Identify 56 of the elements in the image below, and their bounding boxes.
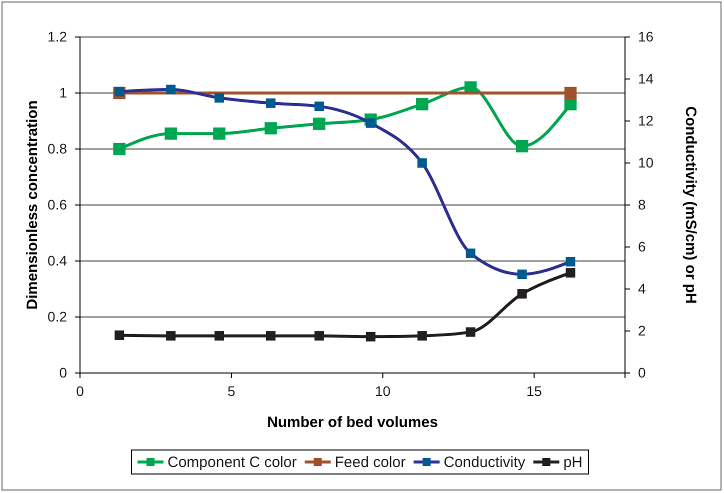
- point: [466, 327, 476, 337]
- point: [366, 118, 376, 128]
- x-tick-label: 10: [374, 382, 391, 399]
- point: [566, 256, 576, 266]
- legend-label: Conductivity: [444, 454, 526, 471]
- point: [264, 122, 277, 134]
- point: [566, 268, 576, 278]
- point: [114, 330, 124, 340]
- y-tick-label: 1.2: [48, 28, 68, 44]
- point: [564, 98, 577, 110]
- y-tick-label: 0.2: [48, 308, 68, 324]
- point: [466, 248, 476, 258]
- point: [113, 142, 126, 156]
- x-tick-label: 5: [227, 382, 236, 399]
- point: [366, 332, 376, 342]
- point: [416, 98, 428, 110]
- point: [266, 98, 276, 108]
- point: [313, 118, 326, 130]
- point: [517, 289, 527, 299]
- y2-tick-label: 14: [638, 70, 654, 86]
- point: [166, 331, 176, 341]
- point: [166, 84, 176, 94]
- point: [564, 86, 577, 100]
- y2-axis-title: Conductivity (mS/cm) or pH: [682, 106, 699, 304]
- y2-tick-label: 8: [638, 196, 646, 212]
- y2-tick-label: 2: [638, 322, 646, 338]
- point: [417, 331, 427, 341]
- point: [114, 86, 124, 96]
- y-axis-title: Dimensionless concentration: [24, 100, 41, 310]
- point: [213, 127, 226, 140]
- y2-tick-label: 16: [638, 28, 654, 44]
- point: [417, 158, 427, 168]
- x-axis-title: Number of bed volumes: [267, 414, 438, 431]
- point: [266, 331, 276, 341]
- y-tick-label: 0.8: [48, 140, 68, 156]
- y-tick-label: 0: [59, 364, 68, 380]
- point: [214, 93, 224, 103]
- legend-label: Component C color: [168, 454, 297, 471]
- y-tick-label: 1: [59, 84, 68, 100]
- y2-tick-label: 10: [638, 154, 654, 170]
- y2-tick-label: 6: [638, 238, 646, 254]
- legend-label: pH: [563, 454, 582, 471]
- point: [164, 127, 177, 140]
- legend-label: Feed color: [334, 454, 406, 471]
- point: [314, 331, 324, 341]
- point: [214, 331, 224, 341]
- y2-tick-label: 4: [638, 280, 646, 296]
- point: [314, 102, 324, 112]
- x-tick-label: 0: [76, 382, 84, 399]
- y-tick-label: 0.4: [48, 252, 68, 268]
- y2-tick-label: 0: [638, 364, 646, 380]
- y-tick-label: 0.6: [48, 196, 68, 212]
- y2-tick-label: 12: [638, 112, 654, 128]
- x-tick-label: 15: [526, 382, 542, 399]
- point: [517, 270, 527, 280]
- point: [516, 140, 528, 152]
